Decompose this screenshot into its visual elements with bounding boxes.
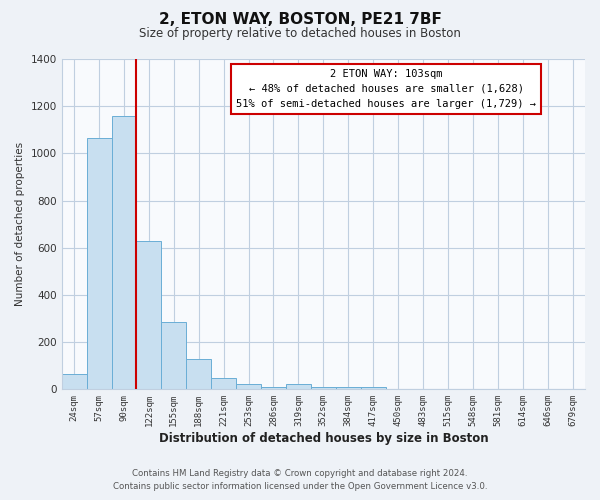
- Bar: [336, 386, 361, 390]
- Bar: [286, 384, 311, 390]
- Text: Size of property relative to detached houses in Boston: Size of property relative to detached ho…: [139, 28, 461, 40]
- Text: 2 ETON WAY: 103sqm
← 48% of detached houses are smaller (1,628)
51% of semi-deta: 2 ETON WAY: 103sqm ← 48% of detached hou…: [236, 69, 536, 108]
- Bar: [261, 386, 286, 390]
- Bar: [136, 240, 161, 390]
- Bar: [186, 358, 211, 390]
- Bar: [311, 386, 336, 390]
- Bar: [86, 138, 112, 390]
- Bar: [211, 378, 236, 390]
- Bar: [161, 322, 186, 390]
- Y-axis label: Number of detached properties: Number of detached properties: [15, 142, 25, 306]
- Text: Contains HM Land Registry data © Crown copyright and database right 2024.
Contai: Contains HM Land Registry data © Crown c…: [113, 469, 487, 491]
- Bar: [112, 116, 136, 390]
- X-axis label: Distribution of detached houses by size in Boston: Distribution of detached houses by size …: [158, 432, 488, 445]
- Bar: [236, 384, 261, 390]
- Text: 2, ETON WAY, BOSTON, PE21 7BF: 2, ETON WAY, BOSTON, PE21 7BF: [158, 12, 442, 28]
- Bar: [361, 386, 386, 390]
- Bar: [62, 374, 86, 390]
